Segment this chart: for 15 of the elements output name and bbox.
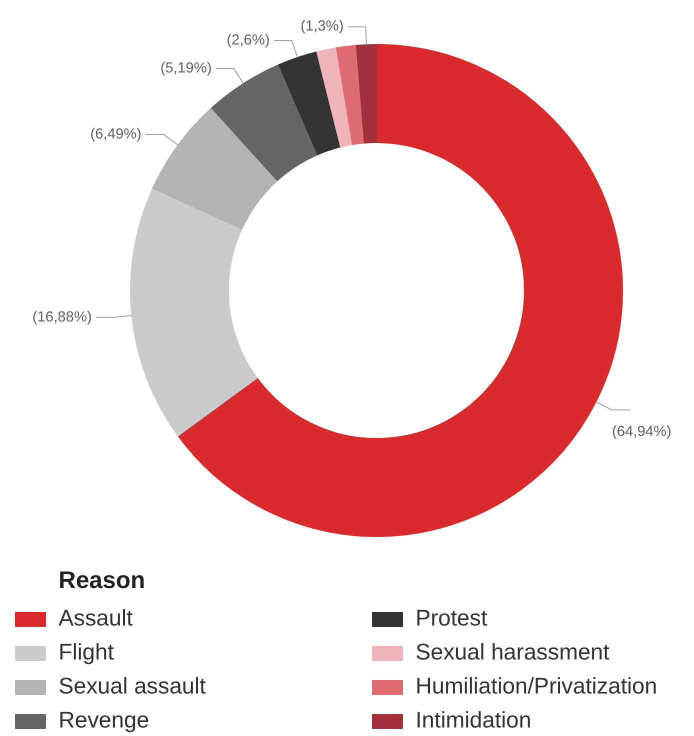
legend-label: Flight bbox=[58, 638, 115, 664]
legend-label: Sexual assault bbox=[58, 672, 207, 698]
legend-label: Protest bbox=[416, 604, 488, 630]
data-label: (64,94%) bbox=[612, 424, 672, 440]
legend-title: Reason bbox=[58, 567, 146, 594]
legend-label: Humiliation/Privatization bbox=[416, 672, 658, 698]
legend-label: Intimidation bbox=[416, 706, 532, 732]
legend-label: Sexual harassment bbox=[416, 638, 610, 664]
legend-label: Assault bbox=[58, 604, 134, 630]
data-label: (2,6%) bbox=[226, 32, 270, 48]
data-label: (16,88%) bbox=[32, 309, 92, 326]
legend-label: Revenge bbox=[58, 706, 150, 732]
data-label: (5,19%) bbox=[160, 60, 212, 76]
data-label: (1,3%) bbox=[300, 18, 344, 35]
data-label: (6,49%) bbox=[90, 126, 142, 142]
